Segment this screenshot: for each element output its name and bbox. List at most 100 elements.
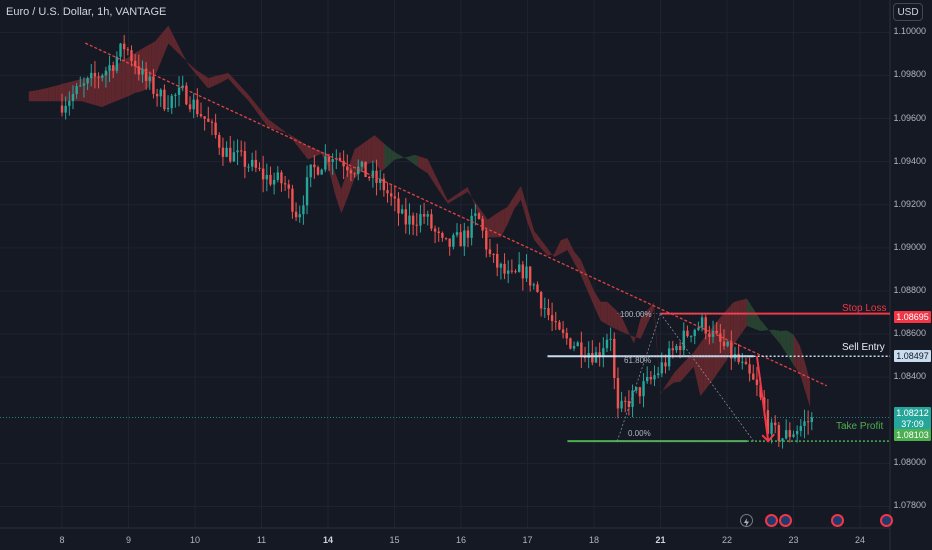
ichimoku-cloud-segment <box>271 121 275 130</box>
candle-body <box>770 422 773 434</box>
ichimoku-cloud-segment <box>374 135 378 167</box>
ichimoku-cloud-segment <box>248 94 252 105</box>
candle-body <box>141 68 144 75</box>
candle-body <box>627 401 631 407</box>
candle-body <box>507 270 510 274</box>
candle-body <box>101 75 104 78</box>
ichimoku-cloud-segment <box>607 301 611 327</box>
time-label: 11 <box>256 535 267 545</box>
ichimoku-cloud-segment <box>214 75 219 86</box>
candle-body <box>210 121 214 123</box>
candle-body <box>635 387 638 391</box>
candle-body <box>781 438 784 442</box>
ichimoku-cloud-segment <box>121 59 126 99</box>
candle-body <box>631 390 634 407</box>
ichimoku-cloud-segment <box>244 90 249 101</box>
ichimoku-cloud-segment <box>204 75 209 89</box>
event-flag-icon[interactable] <box>880 514 893 527</box>
ichimoku-cloud-segment <box>377 138 382 172</box>
candle-body <box>744 361 748 365</box>
ichimoku-cloud-segment <box>201 73 205 85</box>
ichimoku-cloud-segment <box>680 362 684 382</box>
ichimoku-cloud-segment <box>793 334 797 370</box>
ichimoku-cloud-segment <box>660 388 664 394</box>
ichimoku-cloud-segment <box>397 153 402 159</box>
ichimoku-cloud-segment <box>497 210 501 238</box>
ichimoku-cloud-segment <box>637 318 641 339</box>
candle-body <box>338 157 342 161</box>
candle-body <box>346 166 349 171</box>
ichimoku-cloud-segment <box>610 304 614 329</box>
sell-entry-label[interactable]: Sell Entry <box>842 342 885 353</box>
candle-body <box>126 49 130 51</box>
ichimoku-cloud-segment <box>474 200 478 213</box>
candle-body <box>368 177 371 179</box>
candle-body <box>474 213 477 216</box>
candle-body <box>174 94 177 96</box>
ichimoku-cloud-segment <box>627 329 631 337</box>
candle-body <box>675 346 678 351</box>
ichimoku-cloud-segment <box>417 155 422 170</box>
candle-body <box>488 249 492 254</box>
candle-body <box>225 147 228 157</box>
ichimoku-cloud-segment <box>554 247 558 258</box>
ichimoku-cloud-segment <box>544 243 548 256</box>
price-label: 1.08600 <box>893 328 926 339</box>
symbol-title[interactable]: Euro / U.S. Dollar, 1h, VANTAGE <box>6 6 167 18</box>
ichimoku-cloud-segment <box>703 334 708 392</box>
candle-body <box>115 56 119 71</box>
candle-body <box>269 174 272 185</box>
ichimoku-cloud-segment <box>125 57 129 98</box>
ichimoku-cloud-segment <box>351 149 355 188</box>
stop-loss-label[interactable]: Stop Loss <box>842 303 887 314</box>
ichimoku-cloud-segment <box>451 195 455 202</box>
candle-body <box>444 237 448 239</box>
candle-body <box>144 68 148 81</box>
candle-body <box>539 292 543 309</box>
ichimoku-cloud-segment <box>178 45 182 57</box>
ichimoku-cloud-segment <box>766 327 771 332</box>
time-label: 17 <box>522 535 533 545</box>
candle-body <box>265 174 269 180</box>
candle-body <box>360 161 364 167</box>
ichimoku-cloud-segment <box>560 239 565 254</box>
candle-body <box>755 379 759 385</box>
candle-body <box>646 376 649 382</box>
ichimoku-cloud-segment <box>231 76 235 87</box>
price-label: 1.08800 <box>893 284 926 295</box>
candle-body <box>261 168 265 180</box>
price-label: 1.10000 <box>893 26 926 37</box>
ichimoku-cloud-segment <box>514 190 518 210</box>
event-flag-icon[interactable] <box>765 514 778 527</box>
event-flag-icon[interactable] <box>831 514 844 527</box>
ichimoku-cloud-segment <box>803 357 807 397</box>
ichimoku-cloud-segment <box>407 155 412 162</box>
fib-100-label: 100.00% <box>620 310 652 319</box>
currency-button[interactable]: USD <box>893 3 923 21</box>
ichimoku-cloud-segment <box>52 85 56 102</box>
candle-body <box>181 85 184 88</box>
candle-body <box>71 94 75 101</box>
ichimoku-cloud-segment <box>577 255 581 275</box>
ichimoku-cloud-segment <box>188 62 192 69</box>
candle-body <box>730 341 733 359</box>
ichimoku-cloud-segment <box>211 76 215 87</box>
candle-body <box>108 65 111 71</box>
ichimoku-cloud-segment <box>414 154 418 167</box>
candle-body <box>708 333 711 337</box>
ichimoku-cloud-segment <box>790 332 794 365</box>
candle-body <box>521 264 525 279</box>
take-profit-label[interactable]: Take Profit <box>836 421 884 432</box>
ichimoku-cloud-segment <box>344 169 348 206</box>
candle-body <box>799 425 803 431</box>
candle-body <box>700 317 704 328</box>
ichimoku-cloud-segment <box>590 283 594 306</box>
ichimoku-cloud-segment <box>55 84 59 102</box>
candle-body <box>642 381 645 397</box>
event-flag-icon[interactable] <box>779 514 792 527</box>
lightning-icon[interactable] <box>740 514 753 527</box>
candle-body <box>433 228 437 232</box>
fib-0-label: 0.00% <box>628 429 651 438</box>
candle-body <box>492 253 495 255</box>
